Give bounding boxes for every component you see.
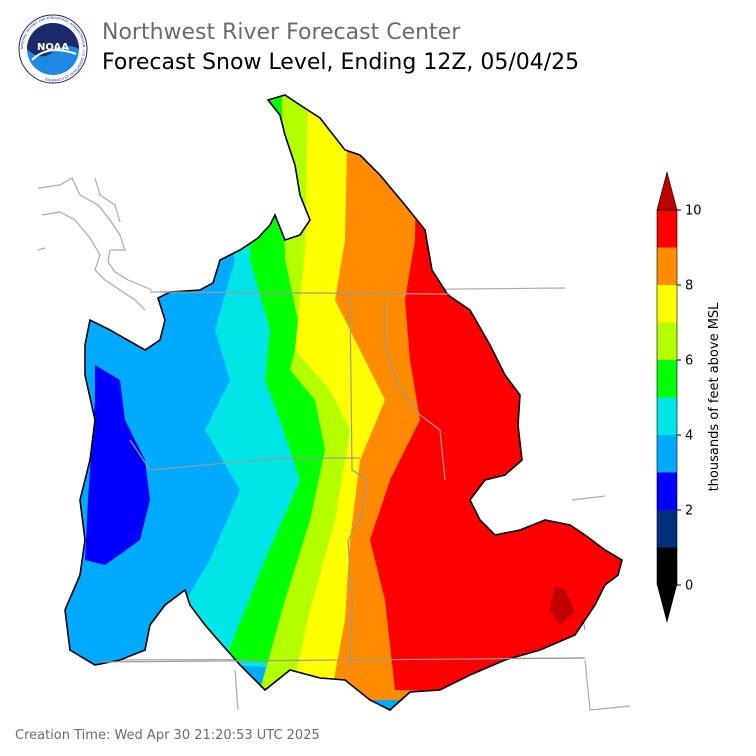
basin-outline bbox=[64, 94, 623, 711]
svg-text:NOAA: NOAA bbox=[37, 42, 69, 53]
creation-time: Creation Time: Wed Apr 30 21:20:53 UTC 2… bbox=[15, 728, 320, 743]
map-title: Forecast Snow Level, Ending 12Z, 05/04/2… bbox=[102, 50, 580, 75]
state-borders bbox=[99, 291, 586, 669]
noaa-logo: NOAA NATIONAL OCEANIC AND ATMOSPHERIC AD… bbox=[18, 14, 88, 84]
agency-title: Northwest River Forecast Center bbox=[102, 20, 461, 45]
